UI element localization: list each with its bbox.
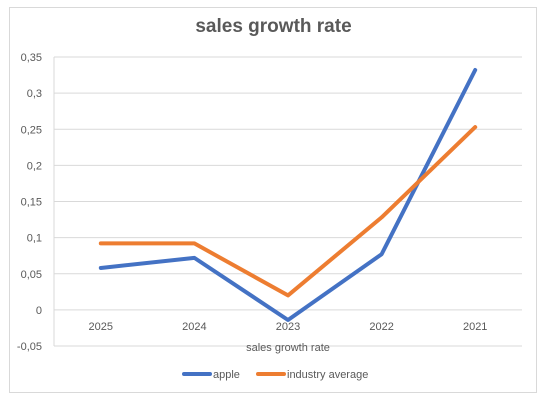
- x-tick-label: 2021: [463, 321, 487, 333]
- series-line: [98, 68, 478, 322]
- x-tick-label: 2025: [89, 321, 113, 333]
- x-axis-title: sales growth rate: [246, 342, 330, 354]
- x-tick-label: 2022: [369, 321, 393, 333]
- y-tick-label: 0,15: [21, 197, 42, 209]
- legend-label: industry average: [287, 369, 368, 381]
- y-tick-label: 0: [36, 305, 42, 317]
- chart-title: sales growth rate: [195, 16, 352, 37]
- y-tick-label: 0,05: [21, 269, 42, 281]
- y-tick-label: 0,25: [21, 124, 42, 136]
- x-tick-label: 2024: [182, 321, 206, 333]
- series-line: [98, 125, 478, 298]
- y-tick-label: 0,1: [27, 233, 42, 245]
- y-tick-label: 0,3: [27, 88, 42, 100]
- y-tick-label: -0,05: [17, 341, 42, 353]
- y-tick-label: 0,35: [21, 52, 42, 64]
- chart-area: [9, 7, 537, 393]
- y-tick-label: 0,2: [27, 160, 42, 172]
- legend-label: apple: [213, 369, 240, 381]
- x-tick-label: 2023: [276, 321, 300, 333]
